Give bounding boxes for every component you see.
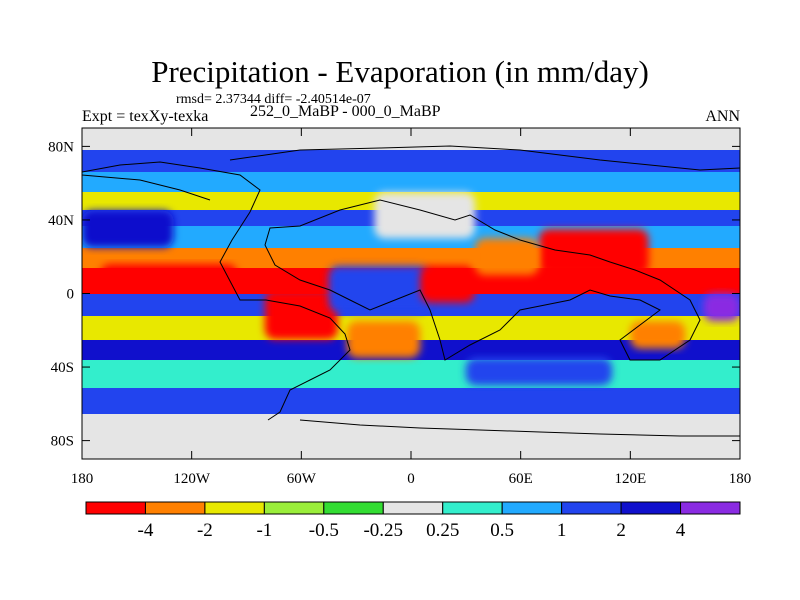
colorbar-label: -0.25 xyxy=(363,520,403,541)
colorbar-swatch xyxy=(204,501,265,515)
region-west-gondwana xyxy=(328,265,430,312)
colorbar-swatch xyxy=(144,501,206,515)
region-south-america xyxy=(264,289,338,340)
colorbar-swatch xyxy=(620,501,682,515)
region-tropical-east-pacific xyxy=(100,264,238,288)
region-east-africa-arabia xyxy=(474,238,539,276)
colorbar-label: 2 xyxy=(616,520,626,541)
x-tick-label: 120W xyxy=(173,471,211,487)
colorbar-label: -4 xyxy=(138,520,154,541)
region-south-asia xyxy=(538,229,649,276)
x-tick-label: 0 xyxy=(407,471,415,487)
colorbar-label: -1 xyxy=(256,520,272,541)
y-axis: 80N 40N 0 40S 80S xyxy=(48,139,740,450)
colorbar-swatch xyxy=(382,501,444,515)
x-tick-label: 180 xyxy=(71,471,94,487)
colorbar: -4 -2 -1 -0.5 -0.25 0.25 0.5 1 2 4 xyxy=(85,501,741,541)
x-tick-label: 60W xyxy=(287,471,317,487)
season-label: ANN xyxy=(705,108,740,125)
continent-outlines xyxy=(82,145,740,437)
colorbar-label: 0.5 xyxy=(490,520,514,541)
stats-label: rmsd= 2.37344 diff= -2.40514e-07 xyxy=(176,92,371,107)
x-tick-label: 120E xyxy=(614,471,646,487)
y-tick-label: 40S xyxy=(51,360,74,376)
colorbar-swatch xyxy=(323,501,384,515)
y-tick-label: 80N xyxy=(48,139,74,155)
region-north-pacific-storm-track xyxy=(82,210,174,248)
region-eurasia-interior xyxy=(374,192,475,239)
x-tick-label: 60E xyxy=(509,471,533,487)
colorbar-swatch xyxy=(85,501,146,515)
y-tick-label: 40N xyxy=(48,213,74,229)
colorbar-label: -0.5 xyxy=(309,520,339,541)
colorbar-label: 1 xyxy=(557,520,567,541)
region-africa-south xyxy=(420,265,475,303)
region-australia xyxy=(630,321,686,349)
chart-title: Precipitation - Evaporation (in mm/day) xyxy=(151,54,649,89)
colorbar-swatch xyxy=(501,501,563,515)
experiment-label: Expt = texXy-texka xyxy=(82,108,209,125)
colorbar-label: 0.25 xyxy=(426,520,459,541)
region-southern-ocean-wet xyxy=(465,357,613,386)
x-tick-label: 180 xyxy=(729,471,752,487)
colorbar-label: -2 xyxy=(197,520,213,541)
colorbar-label: 4 xyxy=(676,520,686,541)
y-tick-label: 80S xyxy=(51,434,74,450)
colorbar-swatch xyxy=(442,501,503,515)
region-south-pacific-convergence xyxy=(703,293,740,322)
colorbar-swatch xyxy=(561,501,622,515)
colorbar-swatch xyxy=(680,501,741,515)
region-south-atlantic-subtropics xyxy=(347,321,421,358)
colorbar-swatch xyxy=(263,501,325,515)
case-label: 252_0_MaBP - 000_0_MaBP xyxy=(250,103,441,120)
y-tick-label: 0 xyxy=(67,287,75,303)
field-regions xyxy=(82,192,740,386)
x-axis: 180 120W 60W 0 60E 120E 180 xyxy=(71,128,752,487)
